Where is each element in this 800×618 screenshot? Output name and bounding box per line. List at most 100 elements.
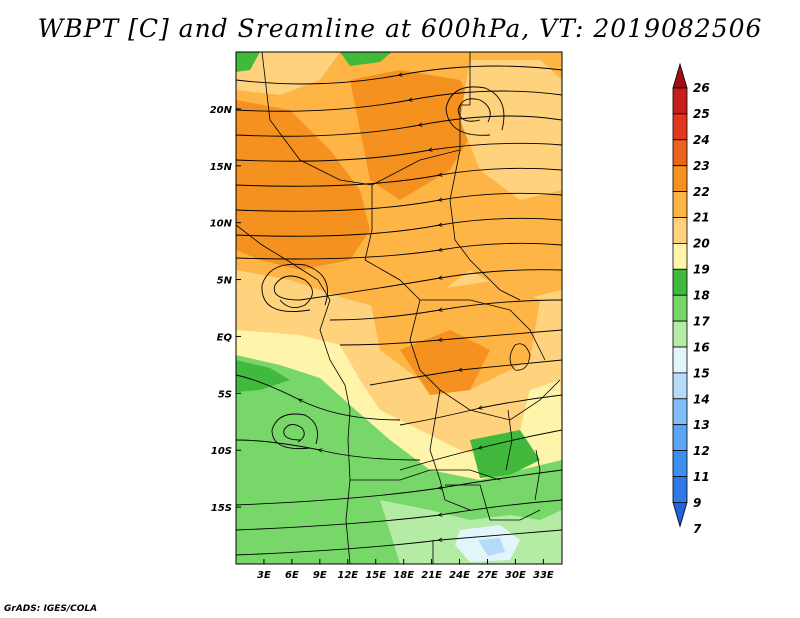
streamline [236, 217, 562, 237]
colorbar-swatch [672, 242, 688, 270]
streamline [236, 439, 421, 461]
streamline [236, 115, 562, 137]
colorbar-label: 11 [693, 470, 710, 484]
vortex-streamline [283, 424, 305, 443]
colorbar-swatch [672, 87, 688, 115]
colorbar-label: 26 [693, 81, 710, 95]
colorbar-swatch [672, 294, 688, 322]
colorbar-label: 18 [693, 289, 710, 303]
streamline [329, 299, 562, 321]
y-tick-label: 10S [211, 446, 232, 457]
field-region-20-nw [236, 52, 340, 95]
colorbar-labels: 26 25 24 23 22 21 20 19 18 17 16 15 14 13 12 11 9 7 [693, 81, 710, 536]
field-region-18-south [236, 360, 290, 392]
x-tick-label: 15E [365, 570, 386, 581]
colorbar-swatch [672, 165, 688, 192]
lake-outline [509, 343, 531, 371]
border [350, 469, 501, 481]
streamline [236, 529, 562, 556]
streamline [236, 167, 562, 187]
border [429, 389, 471, 511]
streamline [369, 359, 562, 386]
map-title: WBPT [C] and Sreamline at 600hPa, VT: 20… [37, 14, 763, 43]
colorbar-label: 22 [693, 185, 710, 199]
streamline [236, 469, 562, 506]
field-region-22-west [236, 100, 370, 270]
x-axis: 3E 6E 9E 12E 15E 18E 21E 24E 27E 30E 33E [257, 559, 554, 581]
field-region-20-ne [460, 60, 562, 200]
colorbar-label: 23 [693, 159, 710, 173]
streamline [399, 429, 562, 471]
grads-credit: GrADS: IGES/COLA [4, 604, 98, 614]
y-tick-label: 15S [211, 503, 232, 514]
x-tick-label: 27E [477, 570, 498, 581]
x-tick-label: 33E [533, 570, 554, 581]
colorbar-swatch [672, 476, 688, 503]
colorbar-swatch-bottom [672, 502, 688, 528]
colorbar-label: 7 [693, 522, 702, 536]
map-frame [235, 51, 563, 565]
colorbar-swatch [672, 372, 688, 400]
x-tick-label: 21E [421, 570, 442, 581]
field-region-18-nw [236, 52, 260, 72]
colorbar-swatch [672, 424, 688, 452]
colorbar-label: 16 [693, 340, 710, 354]
colorbar-swatch [672, 398, 688, 426]
streamline [236, 242, 562, 260]
vortex-streamline [457, 98, 491, 123]
colorbar-label: 20 [693, 237, 710, 251]
y-tick-label: EQ [217, 332, 233, 343]
x-tick-label: 9E [313, 570, 327, 581]
streamlines [236, 65, 562, 556]
colorbar-swatch [672, 191, 688, 218]
x-tick-label: 6E [285, 570, 299, 581]
colorbar-label: 9 [693, 496, 701, 510]
colorbar-label: 24 [693, 133, 710, 147]
x-tick-label: 30E [505, 570, 526, 581]
colorbar-label: 21 [693, 211, 710, 225]
streamline [399, 394, 562, 426]
colorbar-label: 13 [693, 418, 710, 432]
streamline [236, 499, 562, 531]
streamline [236, 374, 401, 421]
streamline [339, 329, 562, 346]
colorbar-label: 14 [693, 392, 710, 406]
y-tick-label: 10N [210, 219, 233, 230]
colorbar-label: 12 [693, 444, 710, 458]
y-tick-label: 5S [218, 389, 232, 400]
colorbar-swatch [672, 320, 688, 348]
streamline [236, 192, 562, 212]
y-axis: 20N 15N 10N 5N EQ 5S 10S 15S [210, 105, 241, 514]
colorbar-boxes [672, 62, 688, 528]
lake-outline [534, 449, 541, 501]
boundaries [236, 52, 561, 564]
border [371, 52, 471, 186]
y-tick-label: 20N [210, 105, 233, 116]
streamline [299, 269, 562, 301]
colorbar-swatch [672, 450, 688, 477]
field-region-18-north [340, 52, 392, 66]
colorbar-label: 19 [693, 263, 710, 277]
colorbar-swatch-top [672, 62, 688, 89]
x-tick-label: 12E [337, 570, 358, 581]
streamline [236, 65, 562, 85]
lake-outline [505, 409, 513, 471]
field-region-19-coast [236, 330, 562, 480]
field-region-18-southeast [470, 430, 540, 478]
border [261, 52, 373, 261]
x-tick-label: 24E [449, 570, 470, 581]
field-region-22-southcentral [400, 330, 490, 395]
colorbar-swatch [672, 346, 688, 374]
y-tick-label: 5N [217, 276, 233, 287]
y-tick-label: 15N [210, 162, 233, 173]
colorbar-swatch [672, 268, 688, 296]
border [449, 149, 521, 301]
vortex-streamline [261, 263, 328, 312]
vortex-streamline [271, 413, 319, 450]
vortex-streamline [273, 275, 313, 309]
colorbar-label: 15 [693, 366, 710, 380]
x-tick-label: 3E [257, 570, 271, 581]
colorbar-swatch [672, 113, 688, 141]
